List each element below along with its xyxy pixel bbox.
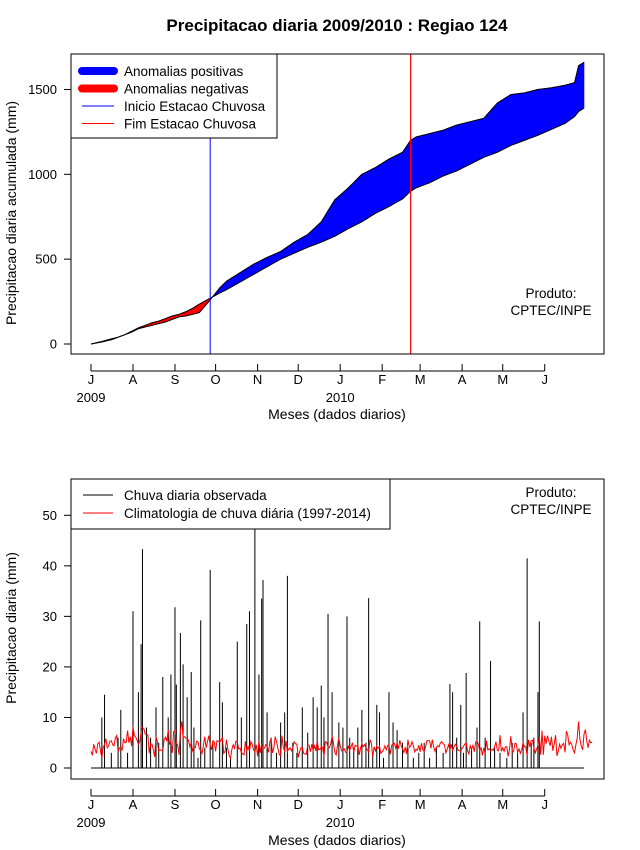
x-axis-top-month-label: J [541,372,548,387]
x-axis-bottom: J A S O N D J F M A M J 2009 2010 [77,789,548,830]
y-axis-bottom-tick-label: 50 [43,508,57,523]
x-axis-top-month-label: J [88,372,95,387]
x-axis-label-top: Meses (dados diarios) [268,406,406,422]
x-axis-bottom-month-label: J [337,797,344,812]
y-axis-bottom: 0 10 20 30 40 50 [43,508,72,776]
legend-bottom: Chuva diaria observada Climatologia de c… [70,478,391,530]
x-axis-top-month-label: A [458,372,467,387]
y-axis-top-tick-label: 0 [50,337,57,352]
x-axis-top-month-label: N [253,372,262,387]
climatology-cumulative-line [90,107,585,345]
product-source-bottom: CPTEC/INPE [510,502,591,517]
x-axis-bottom-month-label: A [458,797,467,812]
x-axis-bottom-month-label: M [497,797,508,812]
y-axis-bottom-tick-label: 0 [50,761,57,776]
legend-label-negative: Anomalias negativas [124,82,249,97]
climatology-line-group [90,721,593,761]
x-axis-bottom-month-label: J [541,797,548,812]
x-axis-top-month-label: S [171,372,180,387]
x-axis-top-month-label: M [415,372,426,387]
legend-label-end: Fim Estacao Chuvosa [124,117,257,132]
product-source-top: CPTEC/INPE [510,303,591,318]
x-axis-top: J A S O N D J F M A M J 2009 2010 [77,364,548,405]
x-axis-bottom-year-label: 2010 [326,815,355,830]
legend-label-climatology: Climatologia de chuva diária (1997-2014) [124,506,371,521]
y-axis-label-top: Precipitacao diaria acumulada (mm) [3,101,19,325]
x-axis-top-month-label: F [378,372,386,387]
x-axis-bottom-month-label: F [378,797,386,812]
x-axis-bottom-year-label: 2009 [77,815,106,830]
x-axis-label-bottom: Meses (dados diarios) [268,832,406,848]
cumulative-panel: Precipitacao diaria 2009/2010 : Regiao 1… [3,16,605,422]
y-axis-top-tick-label: 1500 [28,82,57,97]
legend-box-bottom [70,478,391,530]
legend-label-positive: Anomalias positivas [124,64,244,79]
y-axis-bottom-tick-label: 20 [43,659,57,674]
y-axis-top-tick-label: 500 [35,252,57,267]
x-axis-top-month-label: O [211,372,221,387]
x-axis-top-year-label: 2010 [326,390,355,405]
observed-rain-bars [91,522,584,769]
y-axis-bottom-tick-label: 10 [43,710,57,725]
product-label-bottom: Produto: [525,485,576,500]
y-axis-bottom-tick-label: 40 [43,558,57,573]
x-axis-top-month-label: A [129,372,138,387]
anomaly-areas [90,61,585,345]
x-axis-bottom-month-label: A [129,797,138,812]
climatology-daily-line [90,721,593,761]
daily-panel: 0 10 20 30 40 50 J A S O N D J F M A M J 2009 2010 Meses (… [3,478,605,848]
x-axis-bottom-month-label: S [171,797,180,812]
x-axis-bottom-month-label: M [415,797,426,812]
legend-label-start: Inicio Estacao Chuvosa [124,99,266,114]
y-axis-top: 0 500 1000 1500 [28,82,72,352]
product-label-top: Produto: [525,286,576,301]
x-axis-bottom-month-label: J [88,797,95,812]
positive-anomaly-segment [582,61,585,110]
y-axis-label-bottom: Precipitacao diaria (mm) [3,552,19,704]
x-axis-top-year-label: 2009 [77,390,106,405]
x-axis-top-month-label: J [337,372,344,387]
observed-cumulative-line [90,61,585,345]
x-axis-bottom-month-label: O [211,797,221,812]
legend-top: Anomalias positivas Anomalias negativas … [70,53,278,139]
x-axis-top-month-label: M [497,372,508,387]
x-axis-top-month-label: D [294,372,303,387]
x-axis-bottom-month-label: N [253,797,262,812]
y-axis-bottom-tick-label: 30 [43,609,57,624]
x-axis-bottom-month-label: D [294,797,303,812]
y-axis-top-tick-label: 1000 [28,167,57,182]
legend-label-observed: Chuva diaria observada [124,488,267,503]
chart-title: Precipitacao diaria 2009/2010 : Regiao 1… [166,16,508,35]
